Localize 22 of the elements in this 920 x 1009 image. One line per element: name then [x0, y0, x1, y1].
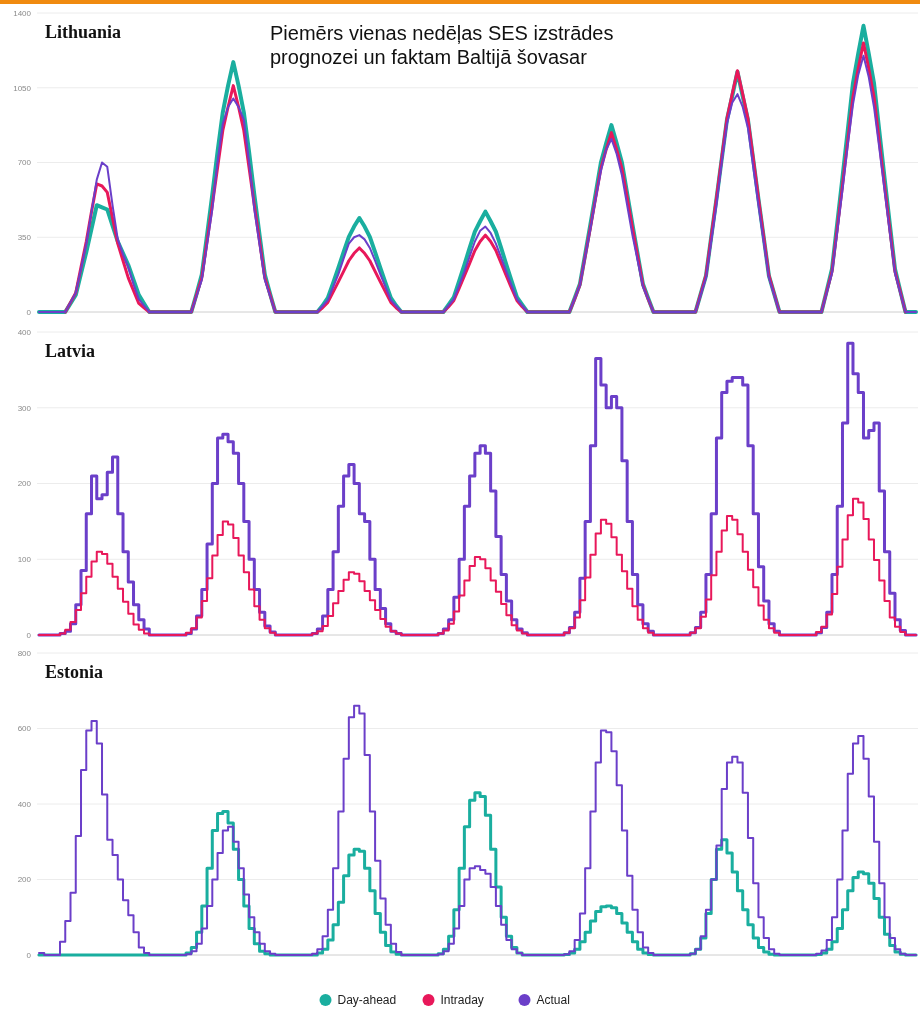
annotation: Piemērs vienas nedēļas SES izstrādes prognozei un faktam Baltijā šovasar [270, 22, 614, 68]
text: Latvia [45, 341, 96, 361]
y-tick-label: 400 [17, 799, 32, 809]
legend-label: Intraday [440, 993, 484, 1008]
y-tick-label: 1050 [13, 83, 32, 93]
y-tick-label: 0 [26, 950, 32, 960]
legend-label: Actual [536, 993, 570, 1008]
y-tick-label: 200 [17, 875, 32, 885]
y-tick-label: 800 [17, 648, 32, 658]
y-tick-label: 100 [17, 555, 32, 565]
y-tick-label: 400 [17, 327, 32, 337]
y-tick-label: 300 [17, 403, 32, 413]
y-tick-label: 700 [17, 158, 32, 168]
y-tick-label: 200 [17, 479, 32, 489]
y-tick-label: 0 [26, 307, 32, 317]
text: Estonia [45, 662, 104, 682]
y-tick-label: 600 [17, 724, 32, 734]
y-tick-label: 0 [26, 630, 32, 640]
legend-label: Day-ahead [337, 993, 397, 1008]
y-tick-label: 1400 [13, 8, 32, 18]
y-tick-label: 350 [17, 233, 32, 243]
text: Lithuania [45, 22, 122, 42]
